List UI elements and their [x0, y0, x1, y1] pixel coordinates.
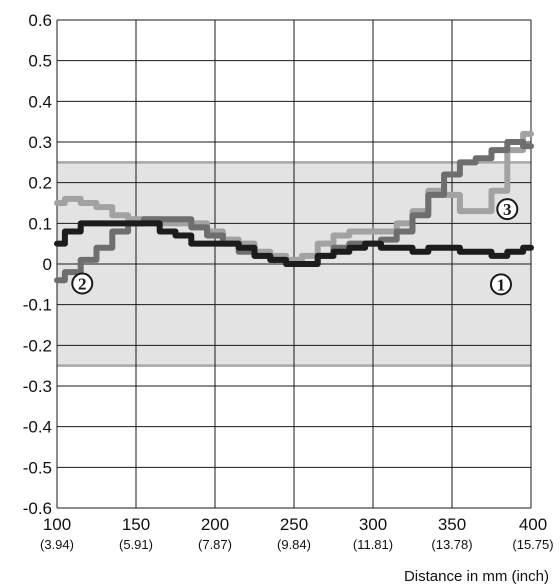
- y-tick-label: 0.4: [28, 92, 52, 111]
- y-tick-label: 0.5: [28, 52, 52, 71]
- series-line-3: [54, 130, 534, 263]
- x-tick-label: 150: [122, 515, 150, 534]
- y-tick-label: 0: [43, 255, 52, 274]
- x-tick-sublabel: (9.84): [277, 537, 311, 552]
- x-tick-sublabel: (13.78): [431, 537, 472, 552]
- x-tick-sublabel: (11.81): [353, 537, 393, 552]
- series-marker-layer: 1 2 3: [71, 198, 519, 296]
- axis-layer: 0.6 0.5 0.4 0.3 0.2 0.1 0 -0.1 -0.2 -0.3 -0.4 -0.5 -…: [23, 11, 554, 552]
- x-tick-label: 250: [280, 515, 308, 534]
- series-marker-2: 2: [71, 272, 94, 295]
- grid-layer: [56, 19, 532, 509]
- series-marker-label: 2: [78, 275, 87, 294]
- y-tick-label: -0.5: [23, 458, 52, 477]
- series-layer: [54, 130, 534, 284]
- x-tick-label: 100: [43, 515, 71, 534]
- y-tick-label: -0.1: [23, 296, 52, 315]
- y-tick-label: -0.2: [23, 336, 52, 355]
- x-tick-label: 350: [438, 515, 466, 534]
- x-axis-label: Distance in mm (inch): [404, 568, 549, 585]
- x-tick-label: 300: [359, 515, 387, 534]
- x-tick-sublabel: (15.75): [512, 537, 553, 552]
- y-tick-label: 0.1: [28, 214, 52, 233]
- x-tick-sublabel: (5.91): [119, 537, 153, 552]
- series-marker-label: 3: [503, 200, 512, 219]
- y-tick-label: -0.6: [23, 499, 52, 518]
- series-marker-1: 1: [489, 273, 512, 296]
- y-tick-label: 0.2: [28, 174, 52, 193]
- y-tick-label: -0.3: [23, 377, 52, 396]
- x-tick-sublabel: (7.87): [198, 537, 232, 552]
- series-marker-3: 3: [496, 198, 519, 221]
- series-line-1: [54, 220, 534, 267]
- y-tick-label: 0.6: [28, 11, 52, 30]
- x-tick-sublabel: (3.94): [40, 537, 74, 552]
- x-tick-label: 200: [201, 515, 229, 534]
- y-tick-label: -0.4: [23, 418, 52, 437]
- series-marker-label: 1: [497, 275, 506, 294]
- x-tick-label: 400: [519, 515, 547, 534]
- y-tick-label: 0.3: [28, 133, 52, 152]
